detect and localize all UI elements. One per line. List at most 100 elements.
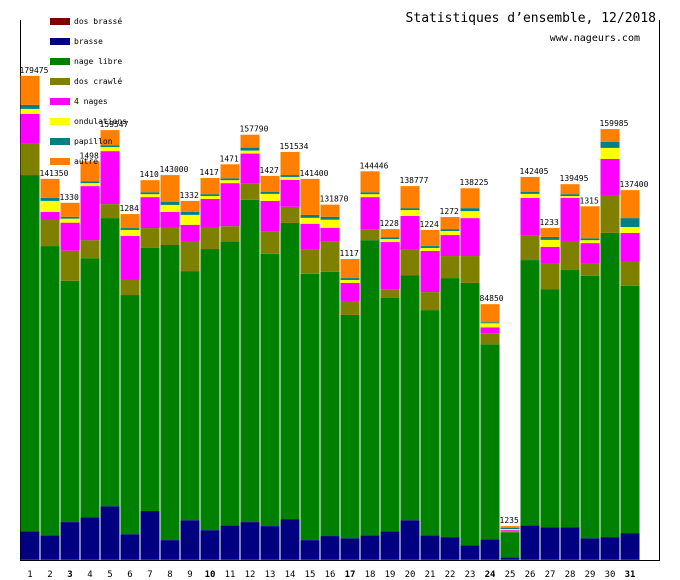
bar-segment xyxy=(220,183,240,227)
bar-segment xyxy=(380,242,400,290)
bar-segment xyxy=(560,527,580,560)
legend-label: autre xyxy=(74,157,98,166)
bar-segment xyxy=(340,538,360,560)
bar-segment xyxy=(200,194,220,197)
x-tick-label: 14 xyxy=(285,570,296,580)
total-label: 143000 xyxy=(160,165,189,174)
bar-segment xyxy=(620,232,640,262)
bar-segment xyxy=(540,246,560,264)
legend-swatch xyxy=(50,38,70,45)
bar-segment xyxy=(620,218,640,227)
total-label: 1498 xyxy=(80,151,99,160)
x-tick-label: 2 xyxy=(47,570,52,580)
bar-segment xyxy=(360,192,380,195)
bar-segment xyxy=(160,175,180,202)
legend-swatch xyxy=(50,158,70,165)
bar-segment xyxy=(260,192,280,194)
bar-segment xyxy=(80,559,100,560)
bar-segment xyxy=(280,519,300,560)
bar-segment xyxy=(20,559,40,560)
bar-segment xyxy=(40,246,60,536)
bar-segment xyxy=(140,511,160,560)
bar-segment xyxy=(260,559,280,560)
bar-segment xyxy=(120,295,140,535)
bar-segment xyxy=(20,108,40,114)
bar-segment xyxy=(600,194,620,233)
bar-segment xyxy=(400,275,420,521)
bar-segment xyxy=(20,531,40,560)
bar-segment xyxy=(240,150,260,154)
bar-segment xyxy=(480,327,500,334)
bar-segment xyxy=(280,179,300,207)
bar-segment xyxy=(420,250,440,293)
bar-segment xyxy=(60,216,80,219)
total-label: 1235 xyxy=(500,516,519,525)
total-label: 141400 xyxy=(300,169,329,178)
x-tick-label: 22 xyxy=(445,570,456,580)
x-tick-label: 7 xyxy=(147,570,152,580)
bar-segment xyxy=(560,270,580,528)
bar-segment xyxy=(440,217,460,230)
bar-segment xyxy=(140,180,160,193)
total-label: 144446 xyxy=(360,161,389,170)
bar-segment xyxy=(140,197,160,229)
bar-segment xyxy=(220,559,240,560)
total-label: 159547 xyxy=(100,120,129,129)
bar-segment xyxy=(580,559,600,560)
bar-segment xyxy=(580,206,600,239)
bar-segment xyxy=(300,559,320,560)
bar-segment xyxy=(500,532,520,558)
bar-segment xyxy=(160,201,180,205)
total-label: 1233 xyxy=(540,218,559,227)
x-tick-label: 13 xyxy=(265,570,276,580)
x-tick-label: 29 xyxy=(585,570,596,580)
bar-segment xyxy=(600,147,620,159)
bar-segment xyxy=(60,559,80,560)
bar-segment xyxy=(220,164,240,179)
bar-segment xyxy=(320,536,340,560)
bar-segment xyxy=(40,535,60,560)
bar-segment xyxy=(440,235,460,257)
bar-segment xyxy=(140,247,160,512)
bar-segment xyxy=(460,208,480,212)
bar-segment xyxy=(160,204,180,212)
legend-swatch xyxy=(50,78,70,85)
bar-segment xyxy=(240,559,260,560)
total-label: 1315 xyxy=(580,196,599,205)
bar-segment xyxy=(280,559,300,560)
bar-segment xyxy=(400,249,420,276)
bar-segment xyxy=(40,211,60,220)
chart-subtitle: www.nageurs.com xyxy=(550,33,640,44)
bar-segment xyxy=(80,186,100,241)
bar-segment xyxy=(620,190,640,219)
x-tick-label: 18 xyxy=(365,570,376,580)
bar-segment xyxy=(420,310,440,536)
total-label: 139495 xyxy=(560,174,589,183)
bar-segment xyxy=(580,243,600,264)
chart-title: Statistiques d’ensemble, 12/2018 xyxy=(406,11,656,26)
bar-segment xyxy=(500,530,520,532)
bar-segment xyxy=(480,559,500,560)
total-label: 159985 xyxy=(600,119,629,128)
bar-segment xyxy=(200,530,220,560)
bar-segment xyxy=(260,200,280,232)
bar-segment xyxy=(20,143,40,176)
bar-segment xyxy=(440,256,460,279)
bar-segment xyxy=(220,226,240,242)
x-tick-label: 26 xyxy=(525,570,536,580)
bar-segment xyxy=(40,219,60,247)
bar-segment xyxy=(340,279,360,283)
bar-segment xyxy=(460,559,480,560)
bar-segment xyxy=(280,176,300,180)
bar-segment xyxy=(220,178,240,181)
bar-segment xyxy=(440,229,460,232)
x-tick-label: 17 xyxy=(345,570,356,580)
bar-segment xyxy=(60,222,80,251)
bar-segment xyxy=(340,278,360,280)
bar-segment xyxy=(140,228,160,248)
bar-segment xyxy=(500,557,520,560)
bar-segment xyxy=(380,297,400,532)
bar-segment xyxy=(380,289,400,298)
total-label: 1272 xyxy=(440,207,459,216)
